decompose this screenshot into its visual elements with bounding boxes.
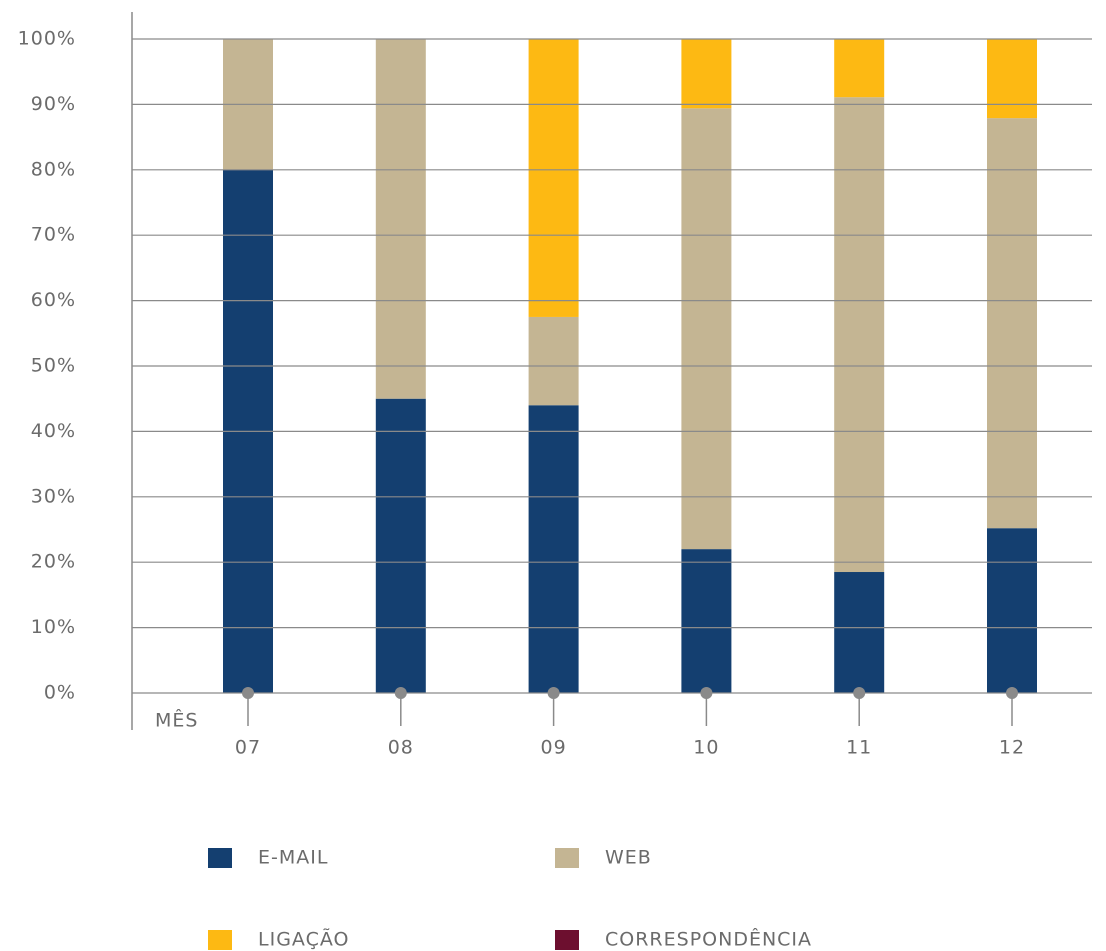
legend-swatch [208, 848, 232, 868]
bar-segment [834, 97, 885, 573]
x-tick-dot [394, 687, 407, 699]
bar-segment [987, 528, 1037, 693]
legend-label: WEB [605, 847, 652, 869]
bar-segment [528, 39, 579, 317]
x-tick-dot [853, 687, 866, 699]
x-tick-label: 08 [388, 737, 414, 759]
y-tick-label: 40% [31, 420, 76, 442]
legend-swatch [555, 848, 579, 868]
y-tick-label: 90% [31, 93, 76, 115]
y-tick-label: 60% [31, 289, 76, 311]
x-tick-label: 10 [693, 737, 719, 759]
y-tick-label: 80% [31, 158, 76, 180]
x-tick-dot [242, 687, 254, 699]
bar-segment [528, 316, 579, 406]
bar-segment [681, 549, 732, 693]
x-tick-dot [547, 687, 560, 699]
y-tick-label: 70% [31, 224, 76, 246]
x-tick-label: 12 [999, 737, 1025, 759]
bar-segment [375, 39, 426, 399]
x-tick-dot [1006, 687, 1018, 699]
bar-segment [375, 398, 426, 693]
x-tick-label: 11 [846, 737, 872, 759]
x-tick-label: 09 [541, 737, 567, 759]
legend-label: CORRESPONDÊNCIA [605, 928, 812, 951]
legend-label: E-MAIL [258, 847, 328, 869]
x-tick-label: 07 [235, 737, 261, 759]
bar-segment [987, 118, 1037, 529]
bar-segment [834, 572, 885, 693]
y-tick-label: 50% [31, 355, 76, 377]
y-tick-label: 0% [44, 682, 76, 704]
y-tick-label: 100% [18, 28, 76, 50]
y-tick-label: 10% [31, 616, 76, 638]
x-tick-dot [700, 687, 713, 699]
legend-label: LIGAÇÃO [258, 928, 349, 951]
bar-segment [528, 405, 579, 693]
bar-segment [834, 39, 885, 98]
bar-segment [987, 39, 1037, 119]
legend-swatch [208, 930, 232, 950]
bar-segment [681, 39, 732, 109]
legend-swatch [555, 930, 579, 950]
y-tick-label: 30% [31, 485, 76, 507]
y-tick-label: 20% [31, 551, 76, 573]
bar-segment [681, 108, 732, 550]
x-axis-label: MÊS [155, 709, 198, 732]
